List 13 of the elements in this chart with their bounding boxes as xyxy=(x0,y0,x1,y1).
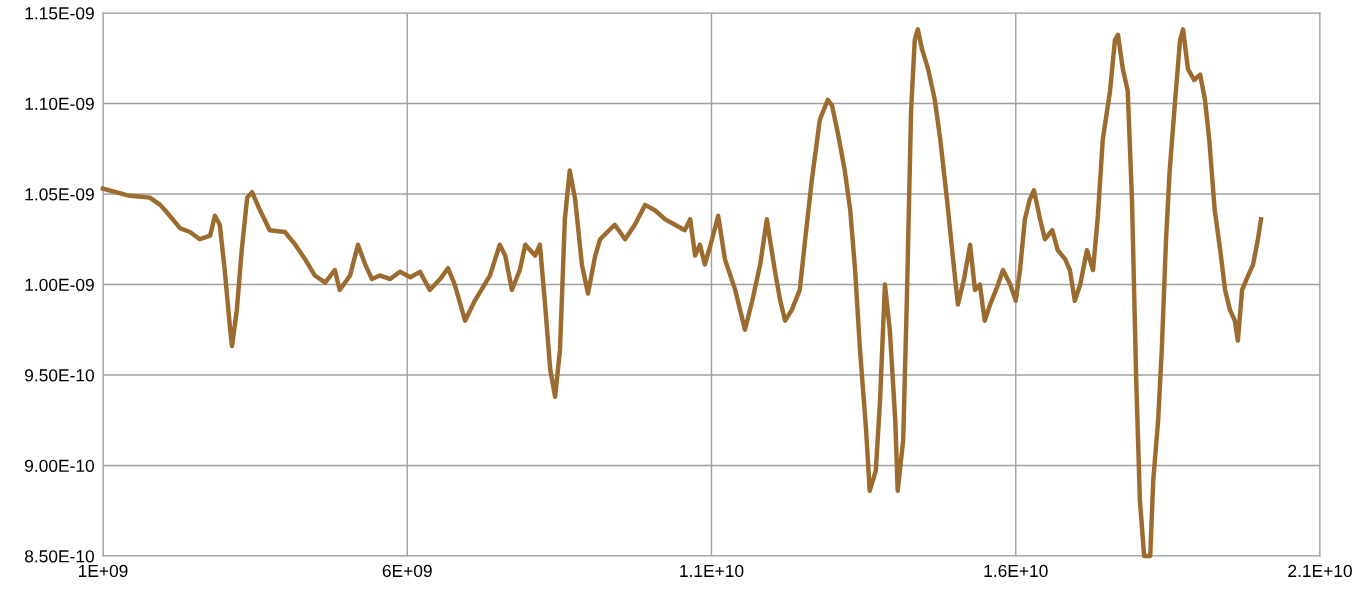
y-tick-label: 1.00E-09 xyxy=(25,278,94,291)
x-tick-label: 1.6E+10 xyxy=(984,564,1048,578)
x-tick-label: 1E+09 xyxy=(78,564,128,578)
x-tick-label: 1.1E+10 xyxy=(680,564,744,578)
line-series xyxy=(100,27,1264,559)
y-tick-label: 9.00E-10 xyxy=(25,459,94,472)
y-tick-label: 1.05E-09 xyxy=(25,188,94,201)
y-tick-label: 9.50E-10 xyxy=(25,369,94,382)
x-tick-label: 6E+09 xyxy=(382,564,432,578)
x-tick-label: 2.1E+10 xyxy=(1288,564,1352,578)
y-tick-label: 1.15E-09 xyxy=(25,7,94,20)
y-tick-label: 1.10E-09 xyxy=(25,97,94,110)
y-tick-label: 8.50E-10 xyxy=(24,550,94,563)
